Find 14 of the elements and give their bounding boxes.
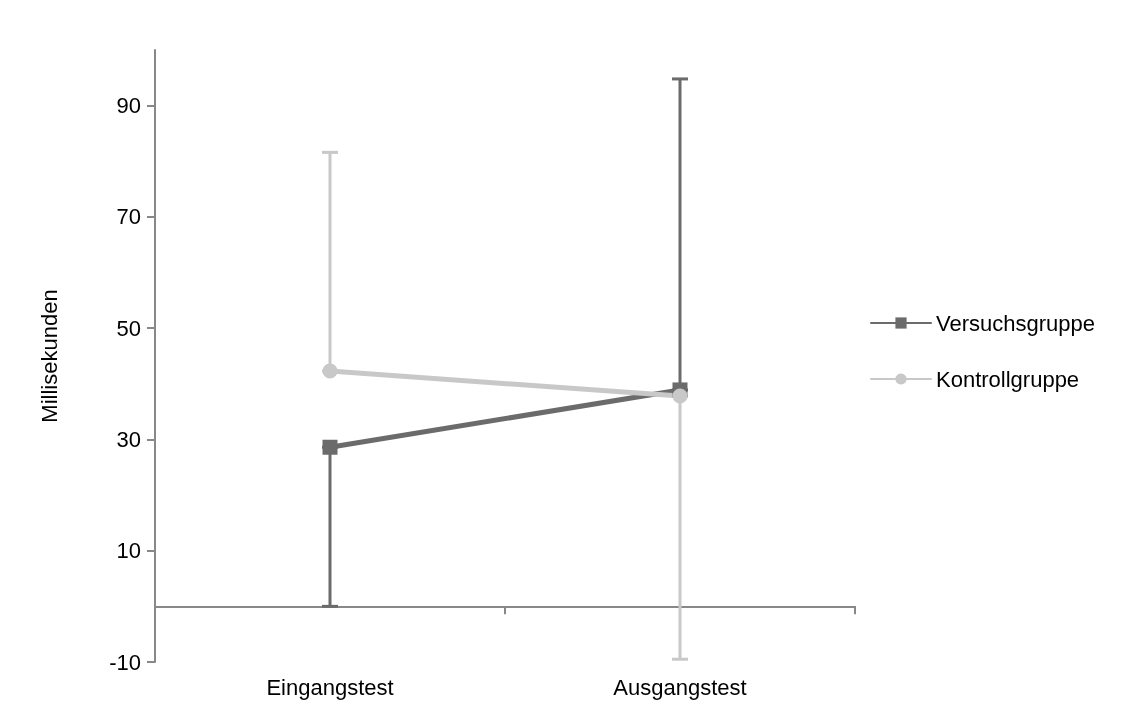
x-tick-label: Eingangstest [266, 674, 394, 700]
y-axis-title: Millisekunden [36, 289, 62, 423]
y-tick-label: 70 [116, 204, 141, 230]
point [322, 439, 338, 455]
x-tick-label: Ausgangstest [613, 674, 747, 700]
point [672, 388, 688, 404]
point [322, 363, 338, 379]
y-tick-label: -10 [109, 649, 141, 675]
y-tick-label: 50 [116, 315, 141, 341]
y-tick-label: 90 [116, 93, 141, 119]
legend-label: Kontrollgruppe [936, 366, 1080, 392]
legend-label: Versuchsgruppe [936, 310, 1095, 336]
y-tick-label: 30 [116, 426, 141, 452]
y-tick-label: 10 [116, 538, 141, 564]
